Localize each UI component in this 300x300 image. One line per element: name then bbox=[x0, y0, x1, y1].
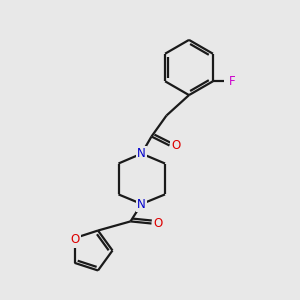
Text: O: O bbox=[70, 233, 79, 246]
Text: F: F bbox=[229, 75, 235, 88]
Text: O: O bbox=[154, 217, 163, 230]
Text: N: N bbox=[137, 197, 146, 211]
Text: N: N bbox=[137, 147, 146, 160]
Text: O: O bbox=[172, 139, 181, 152]
